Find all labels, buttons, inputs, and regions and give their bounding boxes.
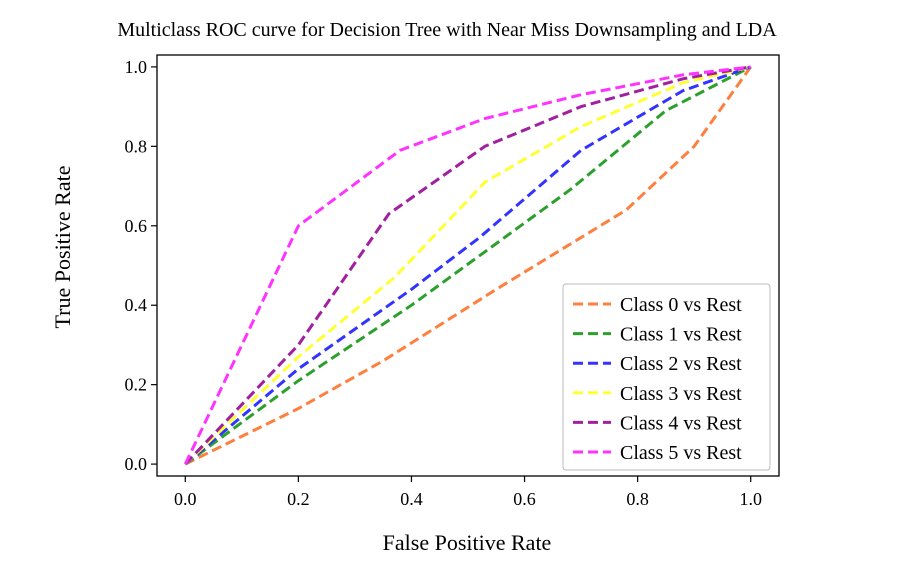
legend: Class 0 vs Rest Class 1 vs Rest Class 2 vs… [562,283,771,471]
legend-label-class-2: Class 2 vs Rest [620,353,742,375]
y-tick-label: 1.0 [125,57,148,77]
series-line-class-5 [183,65,751,465]
x-tick-label: 1.0 [739,489,762,509]
series-line-class-2 [184,65,752,466]
x-tick-label: 0.8 [626,489,649,509]
series-line-class-0 [184,66,752,466]
legend-label-class-1: Class 1 vs Rest [620,324,742,346]
plot-frame [156,54,780,477]
legend-label-class-3: Class 3 vs Rest [620,383,742,405]
legend-label-class-0: Class 0 vs Rest [620,294,742,316]
x-tick-label: 0.4 [400,489,423,509]
y-tick-label: 0.4 [125,295,148,315]
y-axis-label: True Positive Rate [50,166,75,329]
series-lines [183,65,752,466]
legend-label-class-5: Class 5 vs Rest [620,442,742,464]
x-tick-label: 0.2 [287,489,310,509]
x-axis-label: False Positive Rate [383,530,552,555]
x-tick-label: 0.0 [174,489,197,509]
x-axis-ticks: 0.0 0.2 0.4 0.6 0.8 1.0 [174,476,762,509]
y-tick-label: 0.8 [125,136,148,156]
series-line-class-4 [184,65,751,466]
legend-box [562,283,771,471]
y-tick-label: 0.6 [125,216,148,236]
series-line-class-3 [184,65,752,466]
chart-title: Multiclass ROC curve for Decision Tree w… [117,19,777,41]
y-tick-label: 0.0 [125,454,148,474]
y-axis-ticks: 0.0 0.2 0.4 0.6 0.8 1.0 [125,57,157,474]
y-tick-label: 0.2 [125,375,148,395]
x-tick-label: 0.6 [513,489,536,509]
legend-label-class-4: Class 4 vs Rest [620,412,742,434]
